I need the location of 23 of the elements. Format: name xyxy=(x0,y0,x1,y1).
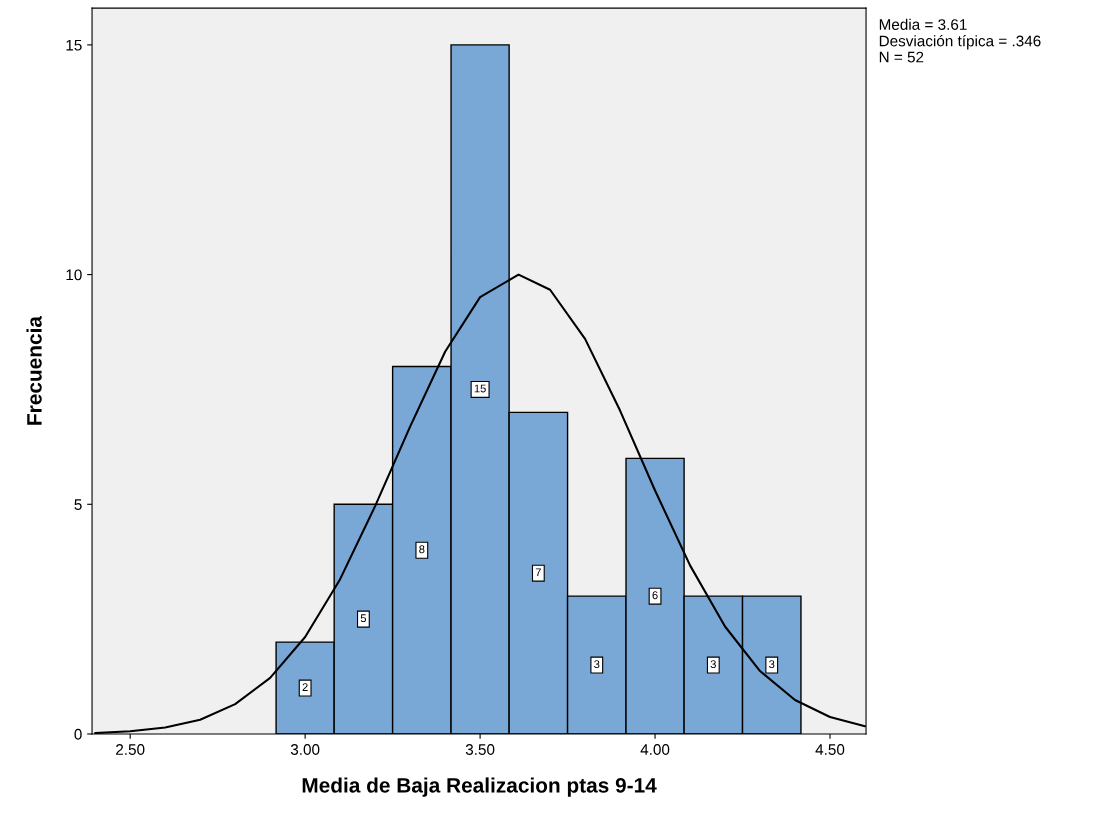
x-tick-label: 3.50 xyxy=(465,744,495,755)
data-label: 15 xyxy=(474,384,486,393)
x-tick-label: 2.50 xyxy=(116,744,145,755)
y-tick-label: 5 xyxy=(74,499,82,510)
x-tick-label: 3.00 xyxy=(290,744,320,755)
data-label: 6 xyxy=(652,591,658,600)
y-tick-label: 15 xyxy=(66,39,82,51)
y-tick-label: 10 xyxy=(66,269,82,281)
data-label: 8 xyxy=(419,545,425,554)
data-label: 2 xyxy=(302,683,308,691)
x-tick-label: 4.00 xyxy=(640,744,670,755)
x-tick-label: 4.50 xyxy=(815,744,845,755)
y-tick-label: 0 xyxy=(74,728,82,740)
data-label: 3 xyxy=(594,660,600,669)
x-axis-title: Media de Baja Realizacion ptas 9-14 xyxy=(302,777,657,797)
data-label: 3 xyxy=(710,660,716,669)
data-label: 3 xyxy=(769,660,775,669)
text: N = 52 xyxy=(879,51,924,63)
text: Desviación típica = .346 xyxy=(879,35,1041,50)
y-axis-title: Frecuencia xyxy=(26,315,42,425)
data-label: 5 xyxy=(360,614,367,623)
data-label: 7 xyxy=(535,568,541,577)
text: Media = 3.61 xyxy=(879,18,967,30)
